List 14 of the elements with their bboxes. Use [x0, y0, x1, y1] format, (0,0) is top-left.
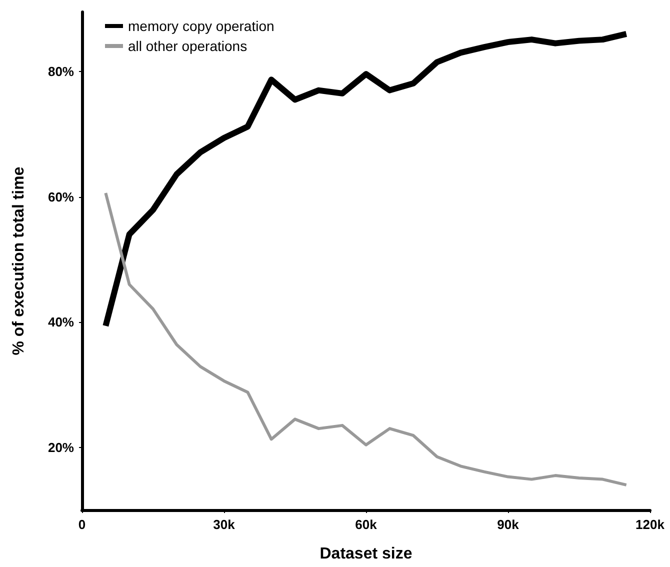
y-tick-label: 60%	[48, 189, 74, 204]
x-tick-label: 30k	[213, 517, 236, 532]
legend-label: all other operations	[128, 38, 248, 54]
x-tick-label: 0	[78, 517, 86, 532]
legend-label: memory copy operation	[128, 18, 274, 34]
y-tick-label: 40%	[48, 314, 74, 330]
y-tick-label: 20%	[48, 440, 74, 455]
x-tick-label: 120k	[636, 517, 666, 532]
x-tick-label: 90k	[497, 517, 520, 532]
line-series	[104, 192, 628, 486]
y-axis-title: % of execution total time	[10, 166, 28, 356]
y-tick-label: 80%	[48, 64, 74, 80]
x-axis-title: Dataset size	[320, 546, 412, 562]
x-tick-label: 60k	[355, 517, 378, 532]
